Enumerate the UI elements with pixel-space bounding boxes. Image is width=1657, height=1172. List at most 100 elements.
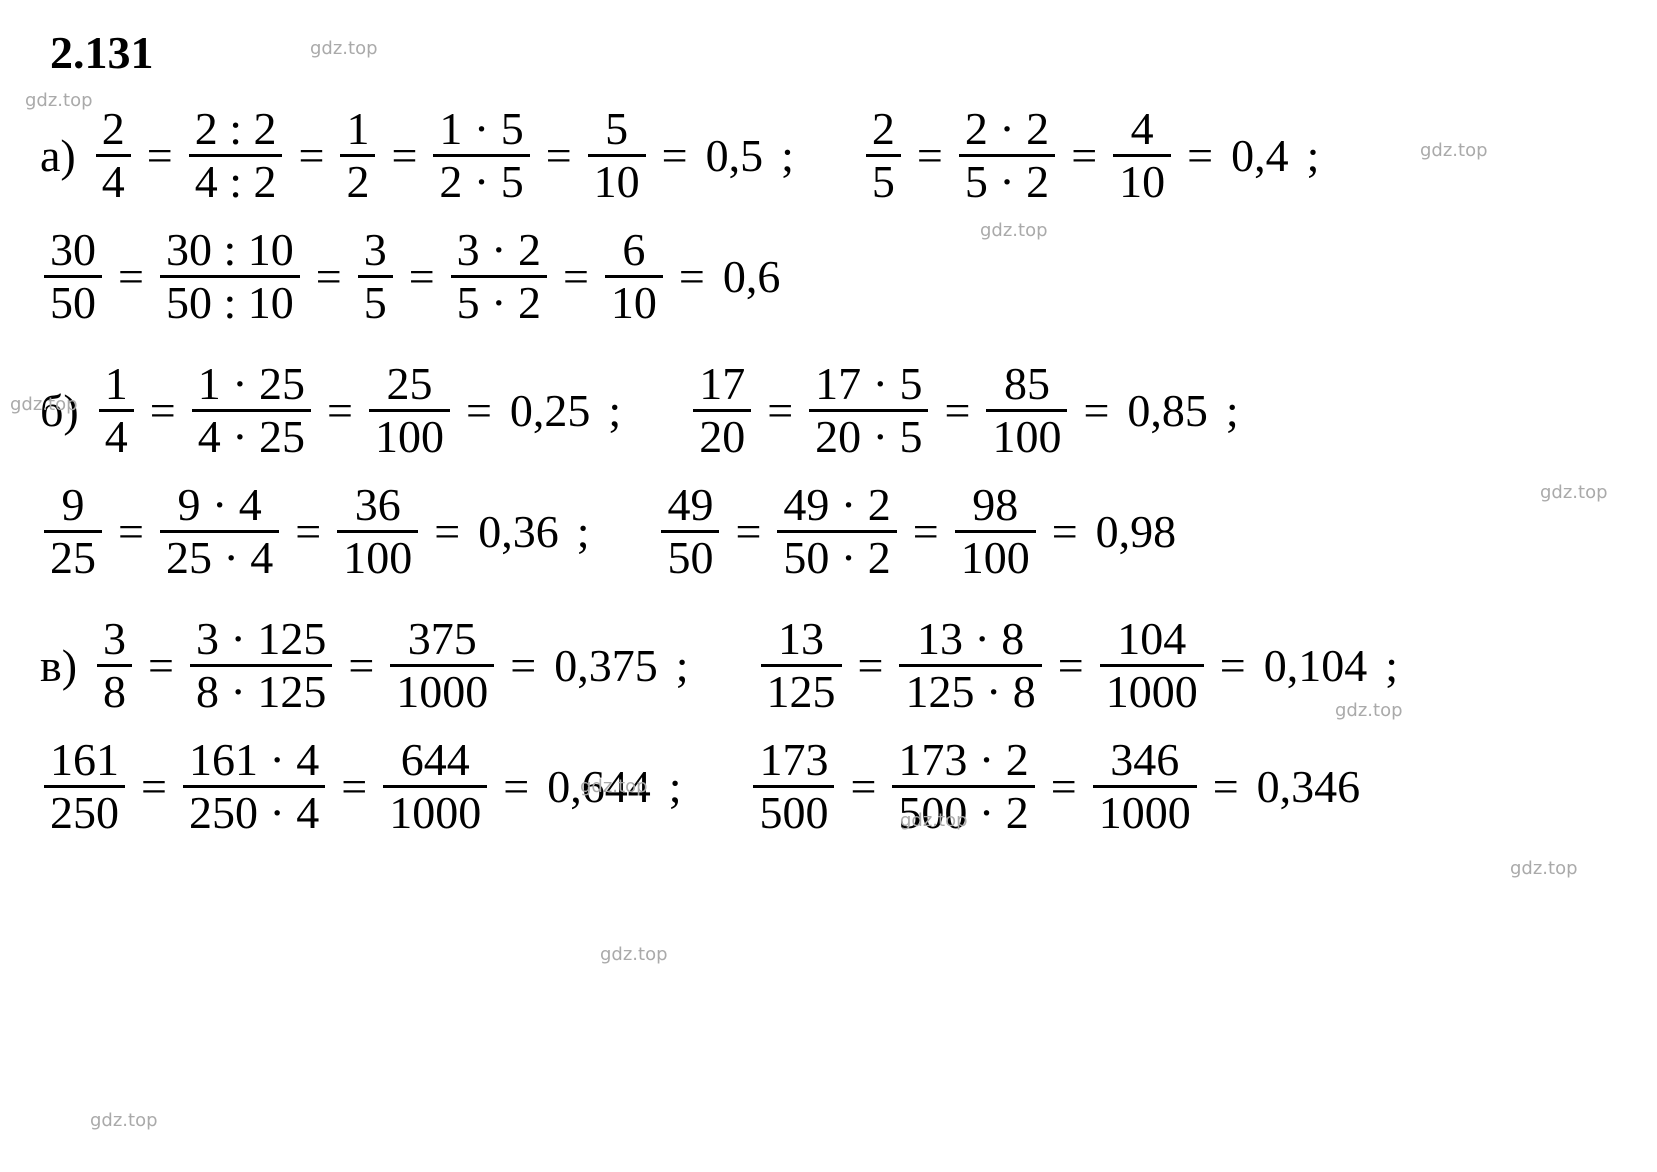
fraction: 3050	[44, 227, 102, 326]
fraction: 1 · 52 · 5	[433, 106, 529, 205]
semicolon: ;	[608, 388, 621, 434]
fraction: 161 · 4250 · 4	[183, 737, 325, 836]
fraction: 1720	[693, 361, 751, 460]
fraction: 12	[340, 106, 375, 205]
equals: =	[546, 133, 572, 179]
part-a-line-2: 3050 = 30 : 1050 : 10 = 35 = 3 · 25 · 2 …	[40, 227, 1617, 326]
equals: =	[850, 764, 876, 810]
fraction: 13 · 8125 · 8	[899, 616, 1041, 715]
equals: =	[1083, 388, 1109, 434]
equals: =	[735, 509, 761, 555]
equals: =	[662, 133, 688, 179]
equals: =	[1052, 509, 1078, 555]
result: 0,36	[478, 509, 559, 555]
fraction: 49 · 250 · 2	[777, 482, 896, 581]
equals: =	[118, 254, 144, 300]
equals: =	[510, 643, 536, 689]
fraction: 410	[1113, 106, 1171, 205]
label-c: в)	[40, 643, 77, 689]
part-b-line-1: б) 14 = 1 · 254 · 25 = 25100 = 0,25; 172…	[40, 361, 1617, 460]
result: 0,25	[510, 388, 591, 434]
part-c-line-2: 161250 = 161 · 4250 · 4 = 6441000 = 0,64…	[40, 737, 1617, 836]
fraction: 3 · 1258 · 125	[190, 616, 332, 715]
equals: =	[391, 133, 417, 179]
result: 0,5	[706, 133, 764, 179]
fraction: 610	[605, 227, 663, 326]
fraction: 24	[96, 106, 131, 205]
result: 0,85	[1127, 388, 1208, 434]
equals: =	[1187, 133, 1213, 179]
fraction: 25100	[369, 361, 450, 460]
equals: =	[1213, 764, 1239, 810]
fraction: 173500	[753, 737, 834, 836]
result: 0,104	[1264, 643, 1368, 689]
semicolon: ;	[577, 509, 590, 555]
equals: =	[767, 388, 793, 434]
fraction: 38	[97, 616, 132, 715]
equals: =	[913, 509, 939, 555]
semicolon: ;	[1226, 388, 1239, 434]
equals: =	[118, 509, 144, 555]
equals: =	[858, 643, 884, 689]
equals: =	[295, 509, 321, 555]
equals: =	[348, 643, 374, 689]
fraction: 35	[358, 227, 393, 326]
part-b-line-2: 925 = 9 · 425 · 4 = 36100 = 0,36; 4950 =…	[40, 482, 1617, 581]
result: 0,4	[1231, 133, 1289, 179]
semicolon: ;	[781, 133, 794, 179]
fraction: 161250	[44, 737, 125, 836]
fraction: 1041000	[1100, 616, 1204, 715]
fraction: 85100	[986, 361, 1067, 460]
equals: =	[917, 133, 943, 179]
equals: =	[147, 133, 173, 179]
watermark: gdz.top	[90, 1110, 158, 1131]
equals: =	[1220, 643, 1246, 689]
fraction: 1 · 254 · 25	[192, 361, 311, 460]
equals: =	[148, 643, 174, 689]
semicolon: ;	[1385, 643, 1398, 689]
equals: =	[466, 388, 492, 434]
fraction: 2 · 25 · 2	[959, 106, 1055, 205]
fraction: 4950	[661, 482, 719, 581]
label-a: а)	[40, 133, 76, 179]
equals: =	[679, 254, 705, 300]
part-a-line-1: а) 24 = 2 : 24 : 2 = 12 = 1 · 52 · 5 = 5…	[40, 106, 1617, 205]
equals: =	[141, 764, 167, 810]
semicolon: ;	[676, 643, 689, 689]
fraction: 9 · 425 · 4	[160, 482, 279, 581]
fraction: 14	[99, 361, 134, 460]
equals: =	[341, 764, 367, 810]
result: 0,98	[1096, 509, 1177, 555]
result: 0,346	[1257, 764, 1361, 810]
equals: =	[563, 254, 589, 300]
equals: =	[1058, 643, 1084, 689]
fraction: 25	[866, 106, 901, 205]
watermark: gdz.top	[600, 944, 668, 965]
equals: =	[503, 764, 529, 810]
fraction: 510	[588, 106, 646, 205]
fraction: 30 : 1050 : 10	[160, 227, 300, 326]
fraction: 925	[44, 482, 102, 581]
fraction: 2 : 24 : 2	[189, 106, 283, 205]
fraction: 13125	[761, 616, 842, 715]
equals: =	[1071, 133, 1097, 179]
result: 0,6	[723, 254, 781, 300]
semicolon: ;	[1307, 133, 1320, 179]
fraction: 17 · 520 · 5	[809, 361, 928, 460]
fraction: 98100	[955, 482, 1036, 581]
fraction: 3461000	[1093, 737, 1197, 836]
fraction: 173 · 2500 · 2	[892, 737, 1034, 836]
part-c-line-1: в) 38 = 3 · 1258 · 125 = 3751000 = 0,375…	[40, 616, 1617, 715]
equals: =	[434, 509, 460, 555]
result: 0,375	[554, 643, 658, 689]
result: 0,644	[547, 764, 651, 810]
semicolon: ;	[669, 764, 682, 810]
equals: =	[298, 133, 324, 179]
fraction: 36100	[337, 482, 418, 581]
fraction: 6441000	[383, 737, 487, 836]
equals: =	[327, 388, 353, 434]
fraction: 3751000	[390, 616, 494, 715]
equals: =	[150, 388, 176, 434]
label-b: б)	[40, 388, 79, 434]
equals: =	[944, 388, 970, 434]
